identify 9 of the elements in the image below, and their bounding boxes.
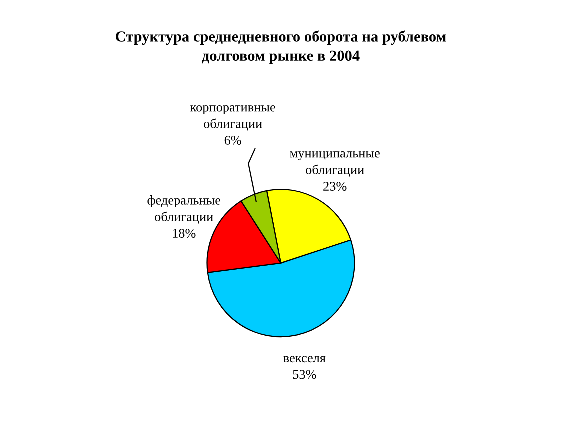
- slice-label: муниципальные облигации: [290, 151, 380, 177]
- data-label: 23%: [324, 182, 347, 191]
- slice-label: корпоративные облигации: [190, 105, 276, 131]
- data-label: 6%: [224, 136, 242, 145]
- slice-label: векселя: [284, 356, 326, 363]
- chart-title: Структура среднедневного оборота на рублевом долговом рынке в 2004: [116, 30, 446, 64]
- data-label: 53%: [293, 370, 316, 380]
- data-label: 18%: [173, 229, 196, 238]
- slice-label: федеральные облигации: [148, 196, 221, 224]
